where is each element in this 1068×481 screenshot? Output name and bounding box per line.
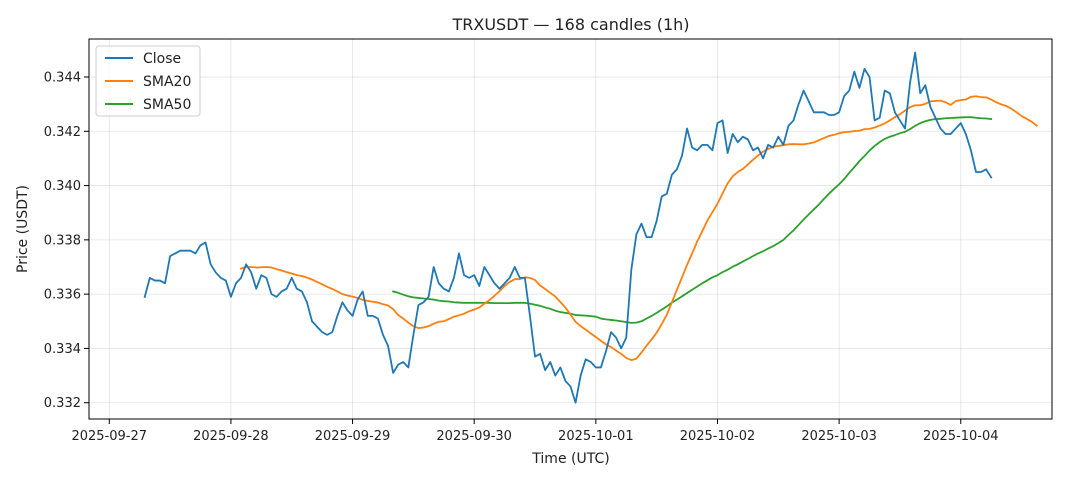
legend-label-close: Close — [143, 51, 181, 67]
legend: Close SMA20 SMA50 — [95, 45, 201, 117]
x-tick-label: 2025-09-27 — [71, 429, 147, 444]
y-tick-label: 0.338 — [44, 233, 81, 248]
plot-frame — [88, 38, 1053, 420]
y-tick-label: 0.332 — [44, 396, 81, 411]
y-tick-label: 0.334 — [44, 342, 81, 357]
x-tick-label: 2025-10-02 — [680, 429, 756, 444]
legend-label-sma50: SMA50 — [143, 97, 191, 113]
series-layer — [143, 51, 1039, 404]
series-line-sma20 — [239, 95, 1039, 361]
y-tick-label: 0.344 — [44, 71, 81, 86]
y-axis-label: Price (USDT) — [15, 185, 31, 273]
x-tick-label: 2025-09-28 — [193, 429, 269, 444]
x-tick-label: 2025-09-29 — [315, 429, 391, 444]
x-tick-label: 2025-10-04 — [923, 429, 999, 444]
y-tick-label: 0.342 — [44, 125, 81, 140]
legend-label-sma20: SMA20 — [143, 74, 191, 90]
series-line-sma50 — [392, 116, 993, 324]
x-axis-ticks: 2025-09-27 2025-09-28 2025-09-29 2025-09-30… — [71, 419, 999, 444]
grid-lines — [89, 39, 1052, 419]
x-tick-label: 2025-10-01 — [558, 429, 634, 444]
x-axis-label: Time (UTC) — [531, 451, 609, 467]
x-tick-label: 2025-10-03 — [801, 429, 877, 444]
chart-title: TRXUSDT — 168 candles (1h) — [451, 15, 689, 34]
y-axis-ticks: 0.332 0.334 0.336 0.338 0.340 0.342 0.344 — [44, 71, 89, 411]
y-tick-label: 0.336 — [44, 288, 81, 303]
series-line-close — [143, 51, 993, 404]
legend-box — [95, 45, 201, 117]
x-tick-label: 2025-09-30 — [436, 429, 512, 444]
y-tick-label: 0.340 — [44, 179, 81, 194]
